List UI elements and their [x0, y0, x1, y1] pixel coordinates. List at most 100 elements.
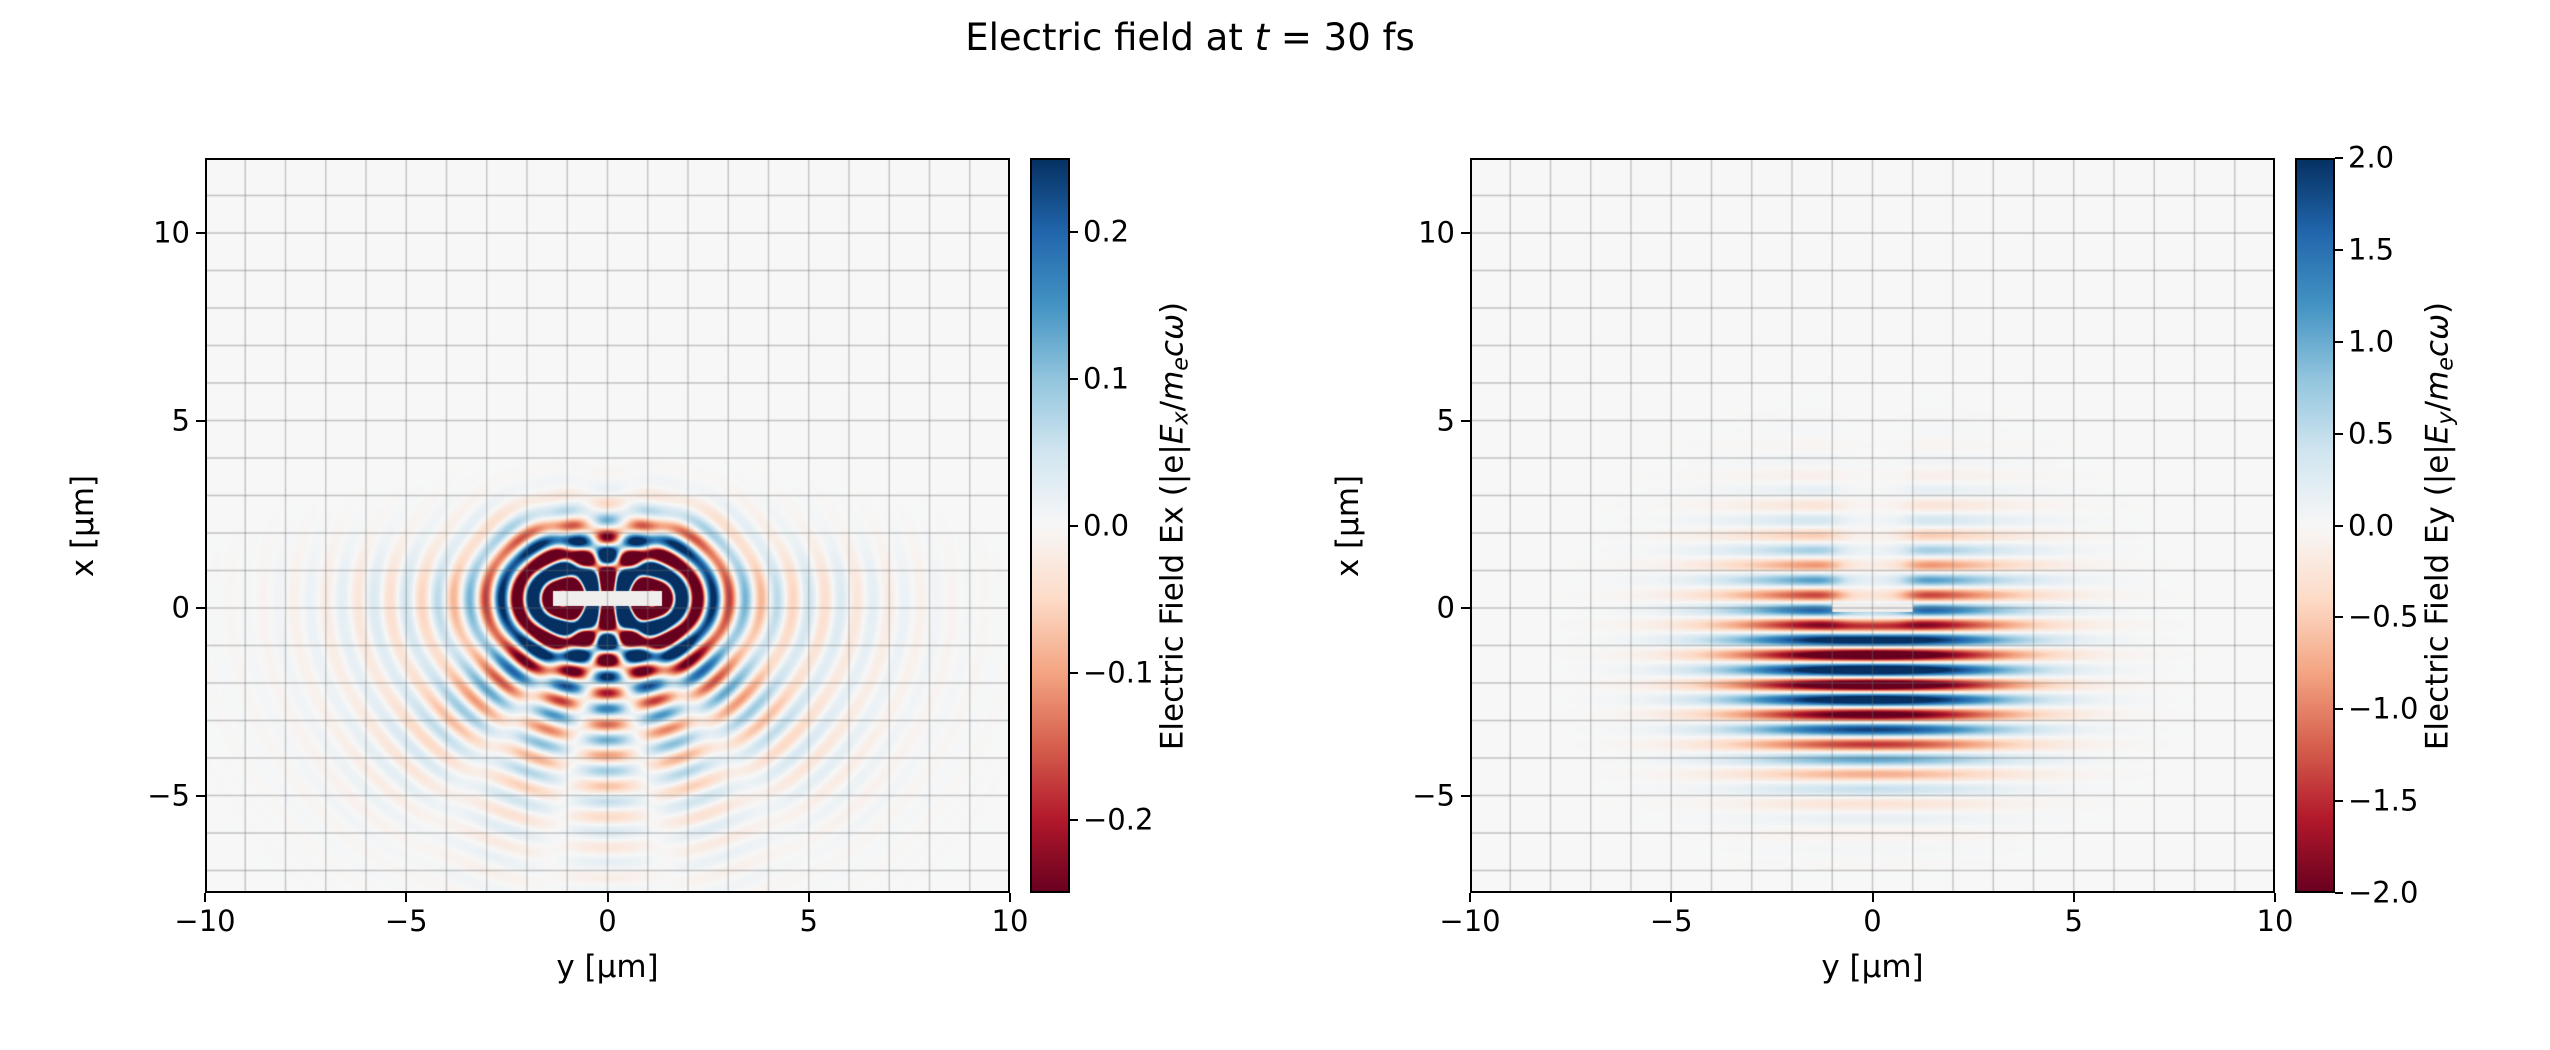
x-tick-label: 0	[1863, 904, 1882, 938]
label-segment: E	[1154, 424, 1191, 444]
colorbar-tick-label: −1.0	[2348, 691, 2419, 726]
label-segment: e	[1167, 356, 1194, 371]
y-axis-label: x [μm]	[1330, 474, 1366, 577]
colorbar-tick-label: 1.0	[2348, 324, 2395, 359]
label-segment: /	[2419, 400, 2456, 411]
x-tick-label: −10	[1439, 904, 1501, 938]
colorbar-tick	[2335, 524, 2343, 527]
colorbar-tick-label: 0.5	[2348, 416, 2395, 451]
colorbar-tick	[1070, 818, 1078, 821]
colorbar-ey: Electric Field Ey (|e|Ey/mecω) 2.0 1.5 1.0…	[2295, 143, 2458, 907]
x-tick-label: 5	[2064, 904, 2083, 938]
x-tick-label: −10	[174, 904, 236, 938]
colorbar-tick-label: −0.1	[1083, 655, 1154, 689]
y-tick	[196, 607, 205, 609]
label-segment: E	[2419, 424, 2456, 444]
y-tick-label: 0	[171, 590, 190, 625]
label-segment: Electric field at	[965, 16, 1255, 59]
colorbar-tick-label: 0.0	[1083, 508, 1130, 542]
x-tick-label: 5	[799, 904, 818, 938]
colorbar-tick-label: 2.0	[2348, 140, 2395, 175]
colorbar-tick	[2335, 800, 2343, 803]
label-segment: = 30 fs	[1269, 16, 1415, 59]
x-tick-label: −5	[1649, 904, 1693, 938]
ex-heatmap-canvas	[205, 158, 1010, 893]
colorbar-tick	[2335, 892, 2343, 894]
x-tick	[2274, 893, 2276, 902]
label-segment: Electric Field Ey (|e|	[2419, 443, 2456, 750]
label-segment: ω	[2419, 313, 2456, 340]
colorbar-tick	[2335, 157, 2343, 159]
y-tick	[196, 794, 205, 797]
x-tick	[1009, 893, 1011, 902]
colorbar-tick	[2335, 616, 2343, 619]
y-tick	[1461, 794, 1470, 797]
x-tick-label: 0	[598, 904, 617, 938]
x-tick	[1469, 893, 1471, 902]
colorbar-tick	[2335, 708, 2343, 711]
label-segment: y	[2432, 410, 2459, 425]
colorbar-tick-label: 0.2	[1083, 214, 1130, 248]
x-tick	[807, 893, 810, 902]
label-segment: )	[2419, 301, 2456, 314]
colorbar-label-ex: Electric Field Ex (|e|Ex/mecω)	[1155, 301, 1194, 749]
subplot-ex: y [μm] x [μm] −10 −5 0 5 10 −5 0 5 10	[65, 158, 1028, 985]
y-tick-label: 10	[153, 215, 190, 250]
x-tick-label: 10	[2256, 904, 2294, 938]
x-tick	[2072, 893, 2075, 902]
y-tick-label: 10	[1418, 215, 1455, 250]
label-segment: x	[1167, 410, 1194, 425]
y-axis-label: x [μm]	[65, 474, 101, 577]
colorbar-tick	[1070, 524, 1078, 527]
x-tick	[1670, 893, 1673, 902]
colorbar-ex: Electric Field Ex (|e|Ex/mecω) 0.2 0.1 0.0…	[1030, 158, 1193, 893]
label-segment: c	[2419, 339, 2456, 357]
y-tick-label: 0	[1436, 590, 1455, 625]
label-segment: m	[2419, 370, 2456, 401]
figure-title: Electric field at t = 30 fs	[0, 16, 2380, 59]
x-tick	[606, 893, 609, 902]
y-tick	[196, 232, 205, 234]
x-tick	[1871, 893, 1874, 902]
colorbar-tick-label: −1.5	[2348, 783, 2419, 818]
x-tick	[405, 893, 408, 902]
label-segment: /	[1154, 400, 1191, 411]
y-tick-label: 5	[1436, 403, 1455, 437]
x-tick	[204, 893, 206, 902]
ey-heatmap-canvas	[1470, 158, 2275, 893]
colorbar-tick	[2335, 432, 2343, 435]
label-segment: ω	[1154, 313, 1191, 340]
colorbar-tick	[1070, 671, 1078, 674]
y-tick-label: −5	[1412, 778, 1455, 812]
y-tick	[1461, 232, 1470, 234]
colorbar-tick-label: 0.0	[2348, 508, 2395, 542]
colorbar-tick-label: 1.5	[2348, 232, 2395, 267]
x-axis-label: y [μm]	[556, 949, 659, 985]
label-segment: c	[1154, 339, 1191, 357]
label-segment: )	[1154, 301, 1191, 314]
y-tick	[1461, 419, 1470, 422]
x-tick-label: −5	[384, 904, 428, 938]
y-tick-label: 5	[171, 403, 190, 437]
y-tick	[1461, 607, 1470, 609]
colorbar-ey-gradient	[2295, 158, 2335, 893]
y-tick	[196, 419, 205, 422]
colorbar-tick	[2335, 248, 2343, 251]
label-segment: e	[2432, 356, 2459, 371]
label-segment: Electric Field Ex (|e|	[1154, 443, 1191, 750]
colorbar-tick-label: −2.0	[2348, 875, 2419, 910]
colorbar-ex-gradient	[1030, 158, 1070, 893]
colorbar-tick	[2335, 340, 2343, 343]
x-axis-label: y [μm]	[1821, 949, 1924, 985]
subplot-ey: y [μm] x [μm] −10 −5 0 5 10 −5 0 5 10	[1330, 158, 2293, 985]
colorbar-tick	[1070, 230, 1078, 233]
colorbar-tick-label: 0.1	[1083, 361, 1130, 395]
y-tick-label: −5	[147, 778, 190, 812]
label-segment: t	[1254, 16, 1270, 59]
label-segment: m	[1154, 370, 1191, 401]
colorbar-tick	[1070, 377, 1078, 380]
colorbar-tick-label: −0.2	[1083, 802, 1154, 836]
colorbar-label-ey: Electric Field Ey (|e|Ey/mecω)	[2420, 301, 2459, 749]
colorbar-tick-label: −0.5	[2348, 599, 2419, 634]
